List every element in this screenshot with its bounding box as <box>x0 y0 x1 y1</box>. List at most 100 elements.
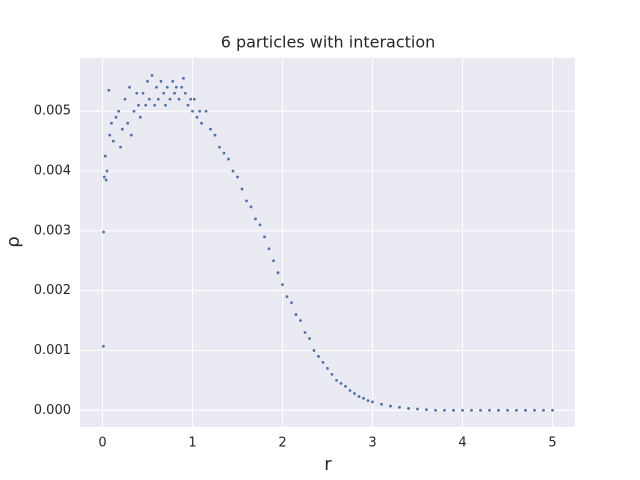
point <box>222 151 226 155</box>
point <box>102 230 105 234</box>
y-axis-label: ρ <box>3 236 24 247</box>
point <box>227 157 230 161</box>
point <box>114 115 118 119</box>
point <box>209 127 212 131</box>
point <box>200 121 203 125</box>
point <box>398 405 401 409</box>
point <box>174 85 178 89</box>
point <box>515 408 518 412</box>
point <box>192 97 196 101</box>
point <box>137 103 140 107</box>
point <box>276 271 280 275</box>
point <box>326 366 329 370</box>
point <box>443 408 446 412</box>
point <box>191 109 194 113</box>
point <box>123 97 127 101</box>
point <box>362 396 365 400</box>
point <box>146 79 149 83</box>
point <box>213 133 217 137</box>
point <box>348 389 352 392</box>
point <box>371 400 374 404</box>
point <box>312 349 316 352</box>
point <box>506 408 509 412</box>
point <box>135 91 139 95</box>
point <box>186 103 190 107</box>
point <box>150 73 154 77</box>
y-tick-label: 0.001 <box>34 343 71 358</box>
point <box>117 109 121 113</box>
point <box>285 295 289 299</box>
plot-area <box>80 58 575 427</box>
point <box>551 408 554 412</box>
point <box>425 408 428 412</box>
point <box>407 407 410 410</box>
point <box>240 187 244 191</box>
x-tick-label: 3 <box>368 436 376 451</box>
point <box>153 103 157 107</box>
point <box>218 145 221 149</box>
point <box>335 378 338 382</box>
point <box>299 319 302 322</box>
point <box>258 223 262 227</box>
point <box>168 97 172 101</box>
point <box>389 404 392 408</box>
point <box>165 85 169 89</box>
point <box>236 175 239 179</box>
point <box>110 121 113 125</box>
point <box>267 247 271 251</box>
point <box>366 399 370 403</box>
point <box>272 259 275 263</box>
x-tick-label: 5 <box>548 436 556 451</box>
point <box>330 372 334 376</box>
point <box>159 79 163 83</box>
point <box>452 408 455 412</box>
y-tick-label: 0.004 <box>34 164 71 179</box>
point <box>173 91 176 95</box>
chart-title: 6 particles with interaction <box>221 33 436 52</box>
point <box>245 199 248 203</box>
point <box>380 402 383 406</box>
point <box>126 121 130 125</box>
point <box>183 91 187 95</box>
point <box>105 169 109 173</box>
point <box>344 384 347 388</box>
point <box>281 283 284 287</box>
point <box>204 109 208 113</box>
point <box>294 313 298 316</box>
point <box>155 85 158 89</box>
point <box>353 392 356 395</box>
point <box>533 408 536 412</box>
x-tick-label: 4 <box>458 436 466 451</box>
x-tick-label: 0 <box>98 436 106 451</box>
point <box>156 97 160 101</box>
point <box>339 381 343 385</box>
point <box>132 109 136 113</box>
point <box>107 88 111 92</box>
point <box>147 97 151 101</box>
point <box>231 169 235 173</box>
point <box>177 97 181 101</box>
point <box>195 115 199 119</box>
point <box>128 85 131 89</box>
point <box>141 91 145 95</box>
x-tick-label: 1 <box>188 436 196 451</box>
point <box>138 115 142 119</box>
point <box>103 154 107 158</box>
point <box>119 145 122 149</box>
point <box>290 301 293 305</box>
point <box>111 139 115 143</box>
point <box>129 133 133 137</box>
point <box>182 76 185 80</box>
point <box>102 175 106 179</box>
point <box>303 331 307 334</box>
point <box>263 235 266 239</box>
point <box>308 337 311 340</box>
point <box>171 79 175 83</box>
point <box>497 408 500 412</box>
point <box>104 178 108 182</box>
point <box>479 408 482 412</box>
point <box>357 395 361 398</box>
point <box>249 205 253 209</box>
point <box>108 133 112 137</box>
